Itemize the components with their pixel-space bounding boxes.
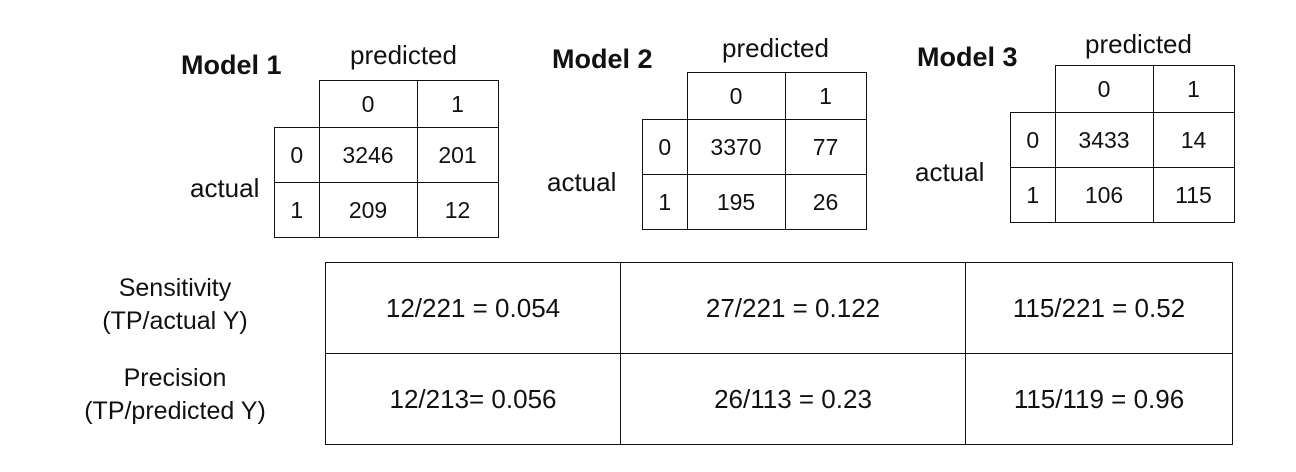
matrix-cell: 77 bbox=[784, 119, 867, 175]
col-header: 1 bbox=[416, 80, 499, 128]
row-header: 0 bbox=[642, 119, 688, 175]
row-header: 1 bbox=[642, 174, 688, 230]
precision-formula: (TP/predicted Y) bbox=[84, 397, 266, 425]
matrix-cell: 26 bbox=[784, 174, 867, 230]
matrix-corner bbox=[274, 80, 320, 128]
col-header: 0 bbox=[318, 80, 418, 128]
matrix-cell: 3370 bbox=[686, 119, 786, 175]
matrix-cell: 115 bbox=[1152, 167, 1235, 223]
model-1-confusion-matrix: 0 1 0 3246 201 1 209 12 bbox=[274, 80, 499, 238]
precision-row-label: Precision (TP/predicted Y) bbox=[55, 362, 295, 428]
row-header: 0 bbox=[274, 127, 320, 183]
sensitivity-formula: (TP/actual Y) bbox=[102, 307, 248, 335]
col-header: 0 bbox=[1054, 65, 1154, 113]
metric-cell: 26/113 = 0.23 bbox=[620, 353, 966, 445]
model-3-predicted-label: predicted bbox=[1085, 29, 1192, 59]
precision-row: 12/213= 0.056 26/113 = 0.23 115/119 = 0.… bbox=[325, 353, 1233, 445]
metrics-table: 12/221 = 0.054 27/221 = 0.122 115/221 = … bbox=[325, 262, 1233, 445]
matrix-corner bbox=[1010, 65, 1056, 113]
row-header: 1 bbox=[1010, 167, 1056, 223]
sensitivity-row: 12/221 = 0.054 27/221 = 0.122 115/221 = … bbox=[325, 262, 1233, 354]
model-2-confusion-matrix: 0 1 0 3370 77 1 195 26 bbox=[642, 72, 867, 230]
sensitivity-row-label: Sensitivity (TP/actual Y) bbox=[60, 272, 290, 338]
model-3-actual-label: actual bbox=[915, 157, 985, 187]
precision-label: Precision bbox=[123, 364, 227, 392]
model-2-title: Model 2 bbox=[552, 44, 653, 74]
matrix-corner bbox=[642, 72, 688, 120]
metric-cell: 12/213= 0.056 bbox=[325, 353, 621, 445]
sensitivity-label: Sensitivity bbox=[118, 274, 232, 302]
matrix-cell: 106 bbox=[1054, 167, 1154, 223]
metric-cell: 115/221 = 0.52 bbox=[965, 262, 1233, 354]
model-1-title: Model 1 bbox=[181, 50, 282, 80]
row-header: 1 bbox=[274, 182, 320, 238]
model-2-actual-label: actual bbox=[547, 167, 617, 197]
col-header: 1 bbox=[784, 72, 867, 120]
matrix-cell: 195 bbox=[686, 174, 786, 230]
metric-cell: 27/221 = 0.122 bbox=[620, 262, 966, 354]
matrix-cell: 3246 bbox=[318, 127, 418, 183]
matrix-cell: 3433 bbox=[1054, 112, 1154, 168]
matrix-cell: 201 bbox=[416, 127, 499, 183]
metric-cell: 12/221 = 0.054 bbox=[325, 262, 621, 354]
matrix-cell: 14 bbox=[1152, 112, 1235, 168]
col-header: 0 bbox=[686, 72, 786, 120]
model-3-confusion-matrix: 0 1 0 3433 14 1 106 115 bbox=[1010, 65, 1235, 223]
row-header: 0 bbox=[1010, 112, 1056, 168]
matrix-cell: 12 bbox=[416, 182, 499, 238]
matrix-cell: 209 bbox=[318, 182, 418, 238]
col-header: 1 bbox=[1152, 65, 1235, 113]
model-2-predicted-label: predicted bbox=[722, 33, 829, 63]
model-1-predicted-label: predicted bbox=[350, 40, 457, 70]
model-3-title: Model 3 bbox=[917, 42, 1018, 72]
metric-cell: 115/119 = 0.96 bbox=[965, 353, 1233, 445]
model-1-actual-label: actual bbox=[190, 173, 260, 203]
